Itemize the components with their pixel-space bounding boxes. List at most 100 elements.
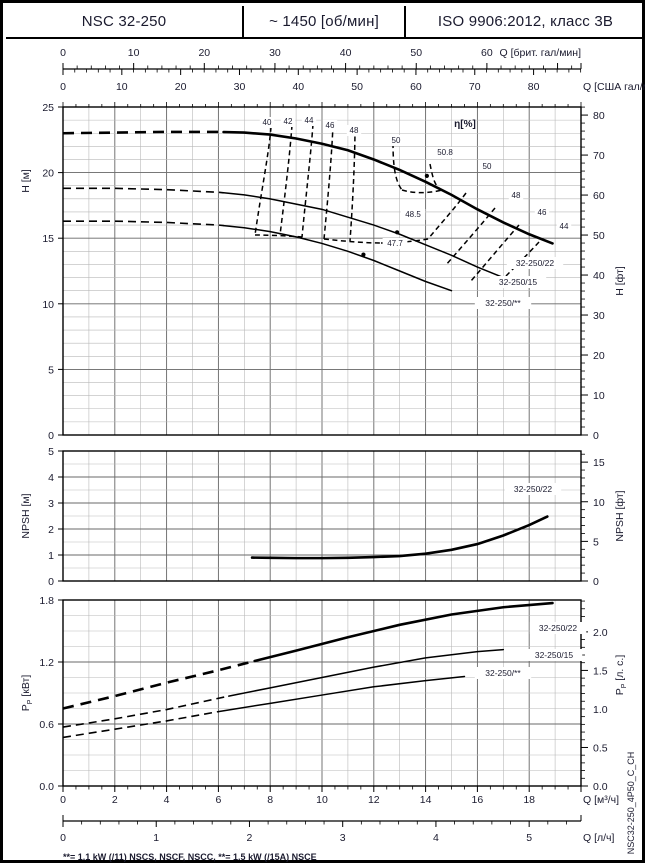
document-side-code: NSC32-250_4P50_C_CH [626, 752, 636, 855]
curve-label-v22: 32-250/22 [516, 258, 555, 268]
axis-title-imp: Q [брит. гал/мин] [500, 47, 582, 59]
efficiency-label: 48 [350, 126, 359, 135]
header-model: NSC 32-250 [6, 6, 244, 37]
curve-label-bg [474, 297, 532, 309]
iso-eff-line-46 [323, 123, 334, 240]
tick-label-h-m: 20 [42, 168, 54, 180]
eff-label-bg [534, 207, 550, 218]
tick-label-us: 80 [528, 81, 540, 93]
tick-label-us: 10 [116, 81, 128, 93]
iso-eff-line-low-46 [470, 224, 520, 282]
efficiency-label: 44 [560, 222, 569, 231]
curve-label-vstar: 32-250/** [485, 298, 521, 308]
efficiency-label: 40 [263, 118, 272, 127]
eff-label-bg [346, 125, 362, 136]
head-curve-dashed-32-250/22 [62, 130, 224, 135]
header-speed: ~ 1450 [об/мин] [244, 6, 406, 37]
tick-label-npsh-m: 4 [48, 472, 54, 484]
iso-eff-line-low-50 [427, 192, 467, 240]
tick-label-q-m3h: 4 [164, 794, 170, 806]
curve-label-bg [506, 257, 564, 269]
eff-label-bg [382, 238, 408, 249]
tick-label-imp: 60 [481, 47, 493, 59]
head-curve-32-250/** [222, 224, 453, 292]
tick-label-q-m3h: 16 [472, 794, 484, 806]
power-curve-32-250/** [217, 675, 466, 713]
tick-label-npsh-ft: 10 [593, 497, 605, 509]
power-curve-dashed-32-250/15 [62, 695, 229, 728]
tick-label-imp: 30 [269, 47, 281, 59]
efficiency-label: 48 [512, 191, 521, 200]
footnote-text: **= 1.1 kW (/11) NSCS, NSCF, NSCC, **= 1… [63, 852, 317, 862]
tick-label-h-ft: 40 [593, 270, 605, 282]
tick-label-h-ft: 80 [593, 110, 605, 122]
tick-label-q-ls: 2 [247, 832, 253, 844]
iso-eff-line-44 [301, 123, 314, 238]
power-curve-labels: 32-250/22 32-250/15 32-250/** [474, 622, 587, 679]
tick-label-npsh-m: 3 [48, 498, 54, 510]
tick-label-h-ft: 60 [593, 190, 605, 202]
header-standard: ISO 9906:2012, класс 3B [437, 13, 614, 30]
axis-title-npsh-m: NPSH [м] [20, 493, 32, 538]
tick-label-q-m3h: 0 [60, 794, 66, 806]
tick-label-us: 70 [469, 81, 481, 93]
tick-label-q-m3h: 8 [267, 794, 273, 806]
efficiency-label: 46 [538, 208, 547, 217]
power-label-bg [525, 649, 583, 661]
header-bar: NSC 32-250 ~ 1450 [об/мин] ISO 9906:2012… [6, 6, 645, 39]
power-curve-dashed-32-250/** [62, 710, 219, 739]
bottom-flow-scales: 0 2 4 6 8 10 12 14 16 18 Q [м³/ч]0 1 2 3 4 5 Q [л/ч] [60, 786, 619, 844]
power-curve-label-v22: 32-250/22 [539, 623, 578, 633]
tick-label-p-hp: 1.5 [593, 665, 608, 677]
tick-label-npsh-ft: 0 [593, 576, 599, 588]
bep-marker [395, 230, 400, 235]
eff-label-bg [479, 161, 495, 172]
eff-label-bg [508, 190, 524, 201]
iso-eff-line-48 [349, 127, 356, 242]
tick-label-imp: 0 [60, 47, 66, 59]
eff-label-bg [388, 135, 404, 146]
eff-label-bg [322, 120, 338, 131]
tick-label-h-m: 10 [42, 299, 54, 311]
tick-label-imp: 40 [340, 47, 352, 59]
axis-title-h-ft: H [фт] [614, 266, 626, 296]
efficiency-label: 47.7 [387, 239, 403, 248]
tick-label-h-m: 5 [48, 364, 54, 376]
tick-label-npsh-m: 0 [48, 576, 54, 588]
panel-power: 0.0 0.6 1.2 1.8 PP [кВт] 0.0 0.5 1.0 1.5 2.0 PP [л… [20, 595, 628, 793]
power-curve-dashed-32-250/22 [62, 659, 255, 710]
tick-label-h-ft: 70 [593, 150, 605, 162]
tick-label-q-ls: 3 [340, 832, 346, 844]
tick-label-imp: 10 [128, 47, 140, 59]
axis-title-p-hp: PP [л. с.] [614, 655, 628, 696]
tick-label-us: 0 [60, 81, 66, 93]
tick-label-q-m3h: 14 [420, 794, 432, 806]
npsh-curve-label: 32-250/22 [514, 484, 553, 494]
tick-label-p-hp: 0.0 [593, 781, 608, 793]
tick-label-p-hp: 0.5 [593, 742, 608, 754]
tick-label-us: 30 [234, 81, 246, 93]
power-label-bg [529, 622, 587, 634]
tick-label-p-hp: 1.0 [593, 704, 608, 716]
tick-label-q-m3h: 2 [112, 794, 118, 806]
iso-efficiency-lines [254, 123, 540, 286]
tick-label-imp: 50 [410, 47, 422, 59]
axis-title-npsh-ft: NPSH [фт] [614, 490, 626, 541]
panel-npsh: 0 1 2 3 4 5 NPSH [м] 0 5 10 15 NPSH [фт] 32-250/22 [20, 446, 626, 588]
eff-label-bg [556, 221, 572, 232]
tick-label-q-ls: 0 [60, 832, 66, 844]
tick-label-npsh-m: 1 [48, 550, 54, 562]
tick-label-us: 40 [292, 81, 304, 93]
eta-title: η[%] [454, 119, 476, 130]
tick-label-q-m3h: 10 [316, 794, 328, 806]
tick-label-h-ft: 20 [593, 350, 605, 362]
efficiency-labels: 40 42 44 46 48 50 50.8 50 48 46 44 48.5 47.7 η[%] [259, 115, 572, 249]
iso-eff-bridge-40 [254, 234, 304, 238]
head-curve-32-250/22 [222, 130, 554, 245]
tick-label-us: 60 [410, 81, 422, 93]
tick-label-h-ft: 10 [593, 390, 605, 402]
head-curve-dashed-32-250/15 [63, 187, 224, 194]
tick-label-p-hp: 2.0 [593, 627, 608, 639]
efficiency-label: 48.5 [405, 210, 421, 219]
tick-label-p-kw: 1.8 [39, 595, 54, 607]
